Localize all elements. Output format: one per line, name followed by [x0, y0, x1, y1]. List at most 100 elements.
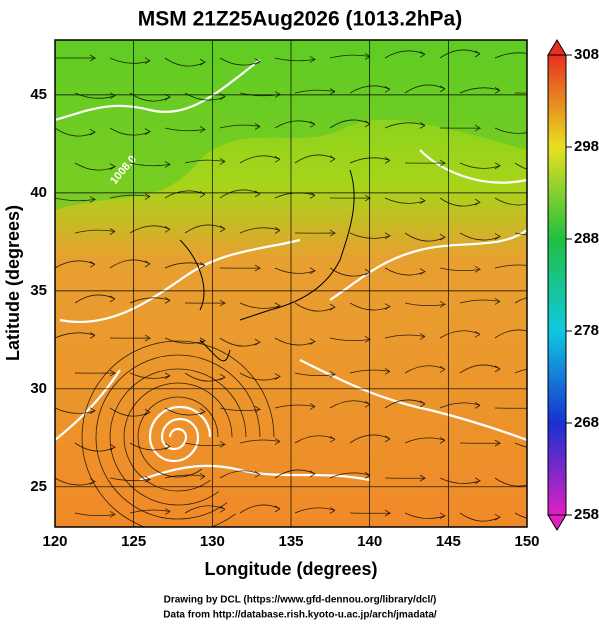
y-tick-label: 35 — [30, 282, 47, 299]
streamline — [494, 197, 527, 206]
streamline — [349, 85, 391, 94]
colorbar-tick-label: 278 — [574, 322, 599, 339]
credit-line: Drawing by DCL (https://www.gfd-dennou.o… — [164, 595, 437, 606]
streamline — [349, 302, 391, 311]
streamline — [239, 155, 281, 164]
x-tick-label: 145 — [436, 533, 461, 550]
streamline — [459, 439, 502, 447]
streamline — [184, 372, 226, 382]
x-tick-label: 130 — [200, 533, 225, 550]
streamline — [274, 469, 316, 479]
streamline — [164, 190, 206, 199]
plot-frame — [54, 39, 528, 528]
colorbar-tick-label: 268 — [574, 414, 599, 431]
streamline — [129, 372, 171, 380]
streamline — [514, 232, 527, 236]
streamline — [494, 477, 527, 487]
streamline — [274, 56, 317, 63]
streamline — [294, 154, 336, 164]
streamline — [219, 470, 261, 479]
streamline — [274, 403, 316, 410]
streamline — [55, 407, 96, 415]
colorbar-tick-label: 298 — [574, 138, 599, 155]
streamline — [384, 333, 426, 340]
y-tick-label: 40 — [30, 184, 47, 201]
streamline — [109, 334, 152, 342]
colorbar-min-arrow — [547, 514, 567, 531]
streamline — [459, 364, 501, 374]
streamline — [494, 127, 527, 134]
streamline — [459, 298, 501, 305]
streamline — [109, 193, 151, 200]
streamline — [294, 229, 337, 237]
streamline — [404, 84, 446, 94]
streamline — [459, 232, 501, 241]
streamline — [55, 477, 96, 486]
streamline — [74, 510, 117, 518]
streamline — [514, 442, 527, 448]
streamline — [384, 197, 426, 205]
streamline — [184, 158, 226, 165]
streamline — [404, 300, 447, 308]
streamline — [384, 267, 426, 276]
streamline — [294, 435, 336, 444]
credit-line: Data from http://database.rish.kyoto-u.a… — [163, 610, 437, 621]
streamline — [129, 225, 171, 234]
colorbar-tick-label: 288 — [574, 230, 599, 247]
streamline — [81, 340, 275, 527]
streamline — [109, 475, 152, 483]
streamline — [109, 259, 151, 269]
streamline — [109, 57, 151, 65]
streamline — [294, 507, 336, 514]
streamline — [55, 260, 96, 269]
streamline — [349, 232, 391, 240]
streamline — [239, 438, 281, 445]
streamline — [459, 87, 501, 94]
streamline — [129, 442, 171, 451]
colorbar-max-arrow — [547, 39, 567, 56]
streamline — [294, 302, 336, 312]
streamline — [384, 122, 426, 129]
streamline — [439, 197, 481, 207]
colorbar-tick-label: 308 — [574, 46, 599, 63]
streamline — [294, 88, 336, 95]
streamline — [459, 162, 501, 170]
streamline — [494, 264, 527, 269]
streamline — [459, 512, 501, 522]
streamline — [404, 365, 446, 374]
streamline — [74, 369, 117, 377]
streamline — [164, 126, 207, 133]
colorbar — [547, 39, 567, 531]
streamline — [494, 52, 527, 59]
coastline — [179, 169, 355, 362]
streamline — [294, 370, 337, 378]
x-tick-label: 120 — [42, 533, 67, 550]
streamline — [95, 354, 261, 520]
x-tick-label: 135 — [278, 533, 303, 550]
streamline — [439, 124, 482, 132]
streamline — [404, 512, 446, 520]
streamline — [109, 127, 151, 136]
streamline — [494, 407, 527, 409]
streamline — [184, 224, 226, 234]
streamline — [109, 368, 247, 506]
streamline — [349, 434, 391, 444]
streamline — [137, 396, 219, 478]
y-tick-label: 45 — [30, 86, 47, 103]
colorbar-tick-label: 258 — [574, 506, 599, 523]
streamline — [439, 265, 482, 273]
streamline — [219, 337, 261, 347]
streamline — [439, 477, 481, 485]
x-tick-label: 150 — [514, 533, 539, 550]
streamline — [55, 54, 97, 62]
streamline — [494, 329, 527, 339]
streamline — [439, 330, 481, 339]
streamline — [184, 299, 227, 307]
streamline — [514, 297, 527, 304]
streamline — [129, 161, 172, 168]
streamline — [164, 57, 206, 67]
streamline — [349, 157, 391, 164]
streamline — [239, 372, 281, 381]
streamline — [404, 232, 446, 242]
